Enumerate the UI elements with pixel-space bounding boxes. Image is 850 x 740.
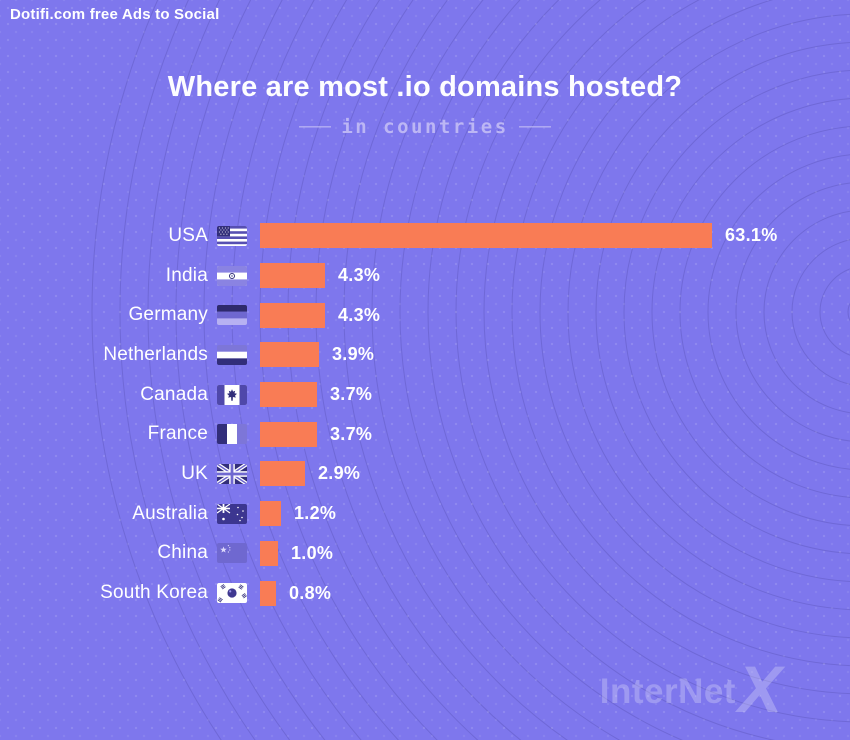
value-label: 3.7% <box>330 423 373 444</box>
bar-south-korea <box>260 580 276 606</box>
bar-canada <box>260 382 317 408</box>
country-label: USA <box>168 224 208 246</box>
page-subtitle: — in countries — <box>0 115 850 138</box>
chart-row-uk: UK 2.9% <box>0 454 850 494</box>
value-label: 0.8% <box>289 582 332 603</box>
value-label: 3.9% <box>332 344 375 365</box>
bar-india <box>260 263 325 289</box>
bar-chart: USA 63.1% India 4.3% Germany <box>0 216 850 613</box>
country-label: France <box>147 423 208 445</box>
chart-row-china: China 1.0% <box>0 534 850 574</box>
value-label: 2.9% <box>318 463 361 484</box>
subtitle-text: in countries <box>341 115 509 138</box>
value-label: 1.0% <box>291 542 334 563</box>
country-label: UK <box>181 462 208 484</box>
chart-row-germany: Germany 4.3% <box>0 295 850 335</box>
internetx-logo: InterNet X <box>599 651 782 726</box>
flag-usa-icon <box>217 225 247 246</box>
value-label: 63.1% <box>725 225 778 246</box>
flag-germany-icon <box>217 305 247 326</box>
country-label: Canada <box>140 383 208 405</box>
flag-australia-icon <box>217 503 247 524</box>
bar-netherlands <box>260 342 319 368</box>
value-label: 3.7% <box>330 384 373 405</box>
internetx-logo-x: X <box>737 651 782 726</box>
internetx-logo-text: InterNet <box>599 672 736 712</box>
flag-canada-icon <box>217 384 247 405</box>
flag-india-icon <box>217 265 247 286</box>
country-label: Australia <box>132 502 208 524</box>
subtitle-left-dash: — <box>299 115 332 137</box>
page-title: Where are most .io domains hosted? <box>167 71 683 103</box>
country-label: China <box>157 542 208 564</box>
bar-usa <box>260 223 712 249</box>
value-label: 1.2% <box>294 503 337 524</box>
bar-france <box>260 421 317 447</box>
chart-row-netherlands: Netherlands 3.9% <box>0 335 850 375</box>
subtitle-right-dash: — <box>518 115 551 137</box>
flag-france-icon <box>217 424 247 445</box>
bar-uk <box>260 461 305 487</box>
chart-row-india: India 4.3% <box>0 256 850 296</box>
chart-row-france: France 3.7% <box>0 414 850 454</box>
bar-germany <box>260 302 325 328</box>
country-label: Germany <box>128 304 208 326</box>
value-label: 4.3% <box>338 265 381 286</box>
bar-china <box>260 540 278 566</box>
chart-row-australia: Australia 1.2% <box>0 494 850 534</box>
chart-row-south-korea: South Korea 0.8% <box>0 573 850 613</box>
chart-row-canada: Canada 3.7% <box>0 375 850 415</box>
promo-banner-text: Dotifi.com free Ads to Social <box>10 6 220 23</box>
flag-uk-icon <box>217 463 247 484</box>
value-label: 4.3% <box>338 304 381 325</box>
chart-row-usa: USA 63.1% <box>0 216 850 256</box>
flag-south-korea-icon <box>217 583 247 604</box>
bar-australia <box>260 501 281 527</box>
country-label: Netherlands <box>103 343 208 365</box>
country-label: South Korea <box>100 582 208 604</box>
flag-china-icon <box>217 543 247 564</box>
country-label: India <box>165 264 208 286</box>
flag-netherlands-icon <box>217 344 247 365</box>
